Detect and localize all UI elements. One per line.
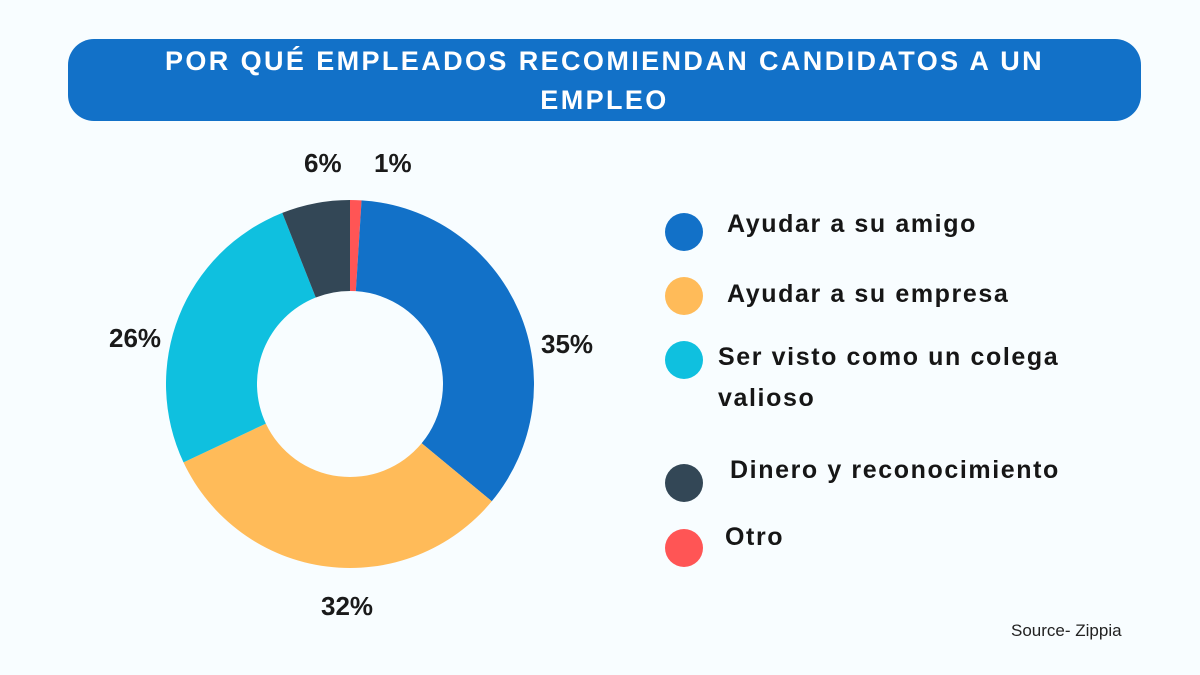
donut-svg — [165, 200, 535, 568]
title-line-2: EMPLEO — [540, 85, 669, 115]
legend-dot-blue-icon — [665, 213, 703, 251]
legend-label-colega-line2: valioso — [718, 384, 816, 412]
legend-dot-cyan-icon — [665, 341, 703, 379]
legend-label-amigo: Ayudar a su amigo — [727, 210, 977, 238]
donut-slice-dinero-y-reconocimiento — [282, 200, 350, 298]
source-credit: Source- Zippia — [1011, 621, 1122, 640]
title-banner: POR QUÉ EMPLEADOS RECOMIENDAN CANDIDATOS… — [68, 39, 1141, 121]
donut-slice-ser-visto-como-un-colega-valioso — [165, 212, 316, 463]
legend-label-empresa: Ayudar a su empresa — [727, 280, 1010, 308]
label-empresa: 32% — [321, 591, 374, 621]
legend-label-dinero: Dinero y reconocimiento — [730, 456, 1060, 484]
label-colega: 26% — [109, 323, 162, 353]
donut-slice-otro — [350, 200, 362, 292]
legend-label-otro: Otro — [725, 523, 785, 551]
label-dinero: 6% — [304, 148, 342, 178]
title-line-1: POR QUÉ EMPLEADOS RECOMIENDAN CANDIDATOS… — [164, 46, 1045, 76]
donut-slice-ayudar-a-su-amigo — [355, 200, 535, 502]
donut-slice-ayudar-a-su-empresa — [183, 423, 492, 568]
donut-chart: 6% 1% 35% 26% 32% — [109, 148, 594, 621]
legend-label-colega: Ser visto como un colega — [718, 343, 1060, 371]
label-otro: 1% — [374, 148, 412, 178]
legend-dot-dark-icon — [665, 464, 703, 502]
legend-dot-orange-icon — [665, 277, 703, 315]
legend-dot-red-icon — [665, 529, 703, 567]
label-amigo: 35% — [541, 329, 594, 359]
